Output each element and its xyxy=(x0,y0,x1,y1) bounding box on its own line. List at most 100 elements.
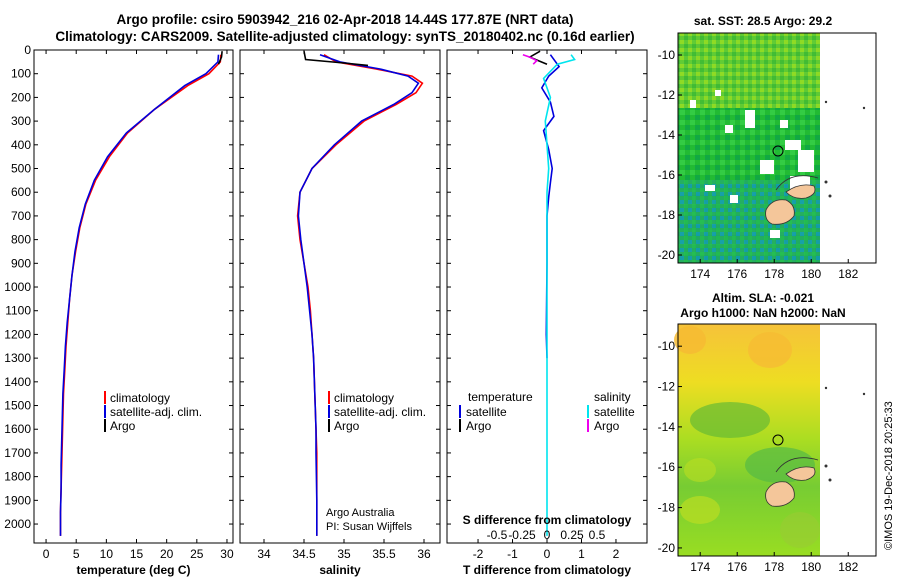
map-y-tick-label: -20 xyxy=(658,248,676,262)
legend-sal-argo-label: Argo xyxy=(594,419,620,433)
y-tick-label: 800 xyxy=(11,233,31,247)
map-y-tick-label: -16 xyxy=(658,460,676,474)
map-axes: 174 176 178 180 182 -10 -12 -14 -16 -18 -20 174 176 1… xyxy=(658,32,877,574)
y-tick-label: 700 xyxy=(11,209,31,223)
series-satellite-adj-clim- xyxy=(297,53,420,536)
y-tick-label: 2000 xyxy=(4,517,31,531)
x-tick-label: 1 xyxy=(578,547,585,561)
legend-temperature-title: temperature xyxy=(468,390,533,404)
y-tick-label: 1500 xyxy=(4,399,31,413)
plot-frame xyxy=(239,49,441,544)
header-line-1: Argo profile: csiro 5903942_216 02-Apr-2… xyxy=(117,12,574,27)
s-tick-label: 0.25 xyxy=(560,528,584,542)
x-tick-label: 36 xyxy=(417,547,431,561)
y-tick-label: 200 xyxy=(11,90,31,104)
y-tick-label: 1100 xyxy=(5,304,31,318)
difference-legend: temperature salinity satellite Argo sate… xyxy=(459,390,635,527)
map-x-tick-label: 174 xyxy=(690,267,710,281)
x-axis-label: temperature (deg C) xyxy=(76,563,190,577)
map-y-tick-label: -18 xyxy=(658,208,676,222)
x-tick-label: 35 xyxy=(337,547,351,561)
x-tick-label: 0 xyxy=(544,547,551,561)
temperature-panel: 0 100 200 300 400 500 600 700 800 900 1000 1100 1200… xyxy=(4,43,234,577)
y-tick-label: 100 xyxy=(11,67,31,81)
y-tick-label: 300 xyxy=(11,114,31,128)
argo-position-marker-sla xyxy=(772,434,784,446)
legend-satellite-label: satellite-adj. clim. xyxy=(334,405,426,419)
fiji-islands xyxy=(765,100,866,225)
legend-temp-argo-label: Argo xyxy=(466,419,492,433)
y-tick-label: 400 xyxy=(11,138,31,152)
salinity-legend: climatology satellite-adj. clim. Argo Ar… xyxy=(326,391,426,533)
salinity-panel: 34 34.5 35 35.5 36 salinity xyxy=(239,49,441,577)
sst-map-title: sat. SST: 28.5 Argo: 29.2 xyxy=(694,14,833,28)
legend-climatology-label: climatology xyxy=(334,391,394,405)
y-tick-label: 1300 xyxy=(4,351,31,365)
sla-map-title: Altim. SLA: -0.021 xyxy=(712,291,814,305)
header-line-2: Climatology: CARS2009. Satellite-adjuste… xyxy=(55,29,634,44)
plot-frame xyxy=(33,49,234,544)
map-x-tick-label: 182 xyxy=(838,560,858,574)
annotation-argo-australia: Argo Australia xyxy=(326,507,395,519)
map-y-tick-label: -16 xyxy=(658,168,676,182)
sst-field-north xyxy=(678,33,820,108)
series-satellite-adj-clim- xyxy=(59,54,220,536)
x-tick-label: 34.5 xyxy=(292,547,316,561)
x-tick-label: 20 xyxy=(160,547,174,561)
x-tick-label: 34 xyxy=(257,547,271,561)
map-y-tick-label: -14 xyxy=(658,128,676,142)
map-frame xyxy=(677,323,877,557)
argo-position-marker xyxy=(772,145,784,157)
sst-map: sat. SST: 28.5 Argo: 29.2 xyxy=(678,14,866,263)
map-x-tick-label: 178 xyxy=(764,267,784,281)
series-group xyxy=(522,50,576,536)
y-tick-label: 500 xyxy=(11,162,31,176)
legend-climatology-label: climatology xyxy=(110,391,170,405)
map-x-tick-label: 178 xyxy=(764,560,784,574)
legend-argo-label: Argo xyxy=(110,419,136,433)
x-tick-label: 30 xyxy=(220,547,234,561)
series-group xyxy=(296,51,424,536)
y-tick-label: 900 xyxy=(11,256,31,270)
map-y-tick-label: -12 xyxy=(658,88,676,102)
map-x-tick-label: 180 xyxy=(801,560,821,574)
legend-salinity-title: salinity xyxy=(594,390,631,404)
temperature-legend: climatology satellite-adj. clim. Argo xyxy=(104,391,202,433)
s-difference-label: S difference from climatology xyxy=(463,513,632,527)
x-tick-label: 10 xyxy=(100,547,114,561)
annotation-pi: PI: Susan Wijffels xyxy=(326,521,412,533)
series-group xyxy=(59,51,223,536)
map-x-tick-label: 176 xyxy=(727,267,747,281)
legend-temp-satellite-label: satellite xyxy=(466,405,507,419)
map-y-tick-label: -14 xyxy=(658,420,676,434)
y-tick-label: 0 xyxy=(24,43,31,57)
y-tick-label: 600 xyxy=(11,185,31,199)
s-tick-label: -0.5 xyxy=(487,528,508,542)
series-argo xyxy=(217,51,223,65)
map-y-tick-label: -10 xyxy=(658,48,676,62)
map-x-tick-label: 176 xyxy=(727,560,747,574)
x-tick-label: 5 xyxy=(73,547,80,561)
y-tick-label: 1200 xyxy=(4,327,31,341)
x-tick-label: -1 xyxy=(507,547,518,561)
y-tick-label: 1400 xyxy=(4,375,31,389)
series-argo xyxy=(303,51,369,67)
s-tick-label: 0 xyxy=(544,528,551,542)
map-y-tick-label: -12 xyxy=(658,380,676,394)
map-y-tick-label: -20 xyxy=(658,541,676,555)
x-axis-label: T difference from climatology xyxy=(463,563,631,577)
map-x-tick-label: 174 xyxy=(690,560,710,574)
y-tick-label: 1900 xyxy=(4,493,31,507)
x-tick-label: 25 xyxy=(190,547,204,561)
s-tick-label: -0.25 xyxy=(508,528,536,542)
map-y-tick-label: -10 xyxy=(658,339,676,353)
y-tick-label: 1800 xyxy=(4,470,31,484)
map-y-tick-label: -18 xyxy=(658,501,676,515)
x-tick-label: 2 xyxy=(613,547,620,561)
sla-map-subtitle: Argo h1000: NaN h2000: NaN xyxy=(680,306,845,320)
x-axis-label: salinity xyxy=(319,563,361,577)
y-tick-label: 1000 xyxy=(4,280,31,294)
map-x-tick-label: 182 xyxy=(838,267,858,281)
s-tick-label: 0.5 xyxy=(589,528,606,542)
